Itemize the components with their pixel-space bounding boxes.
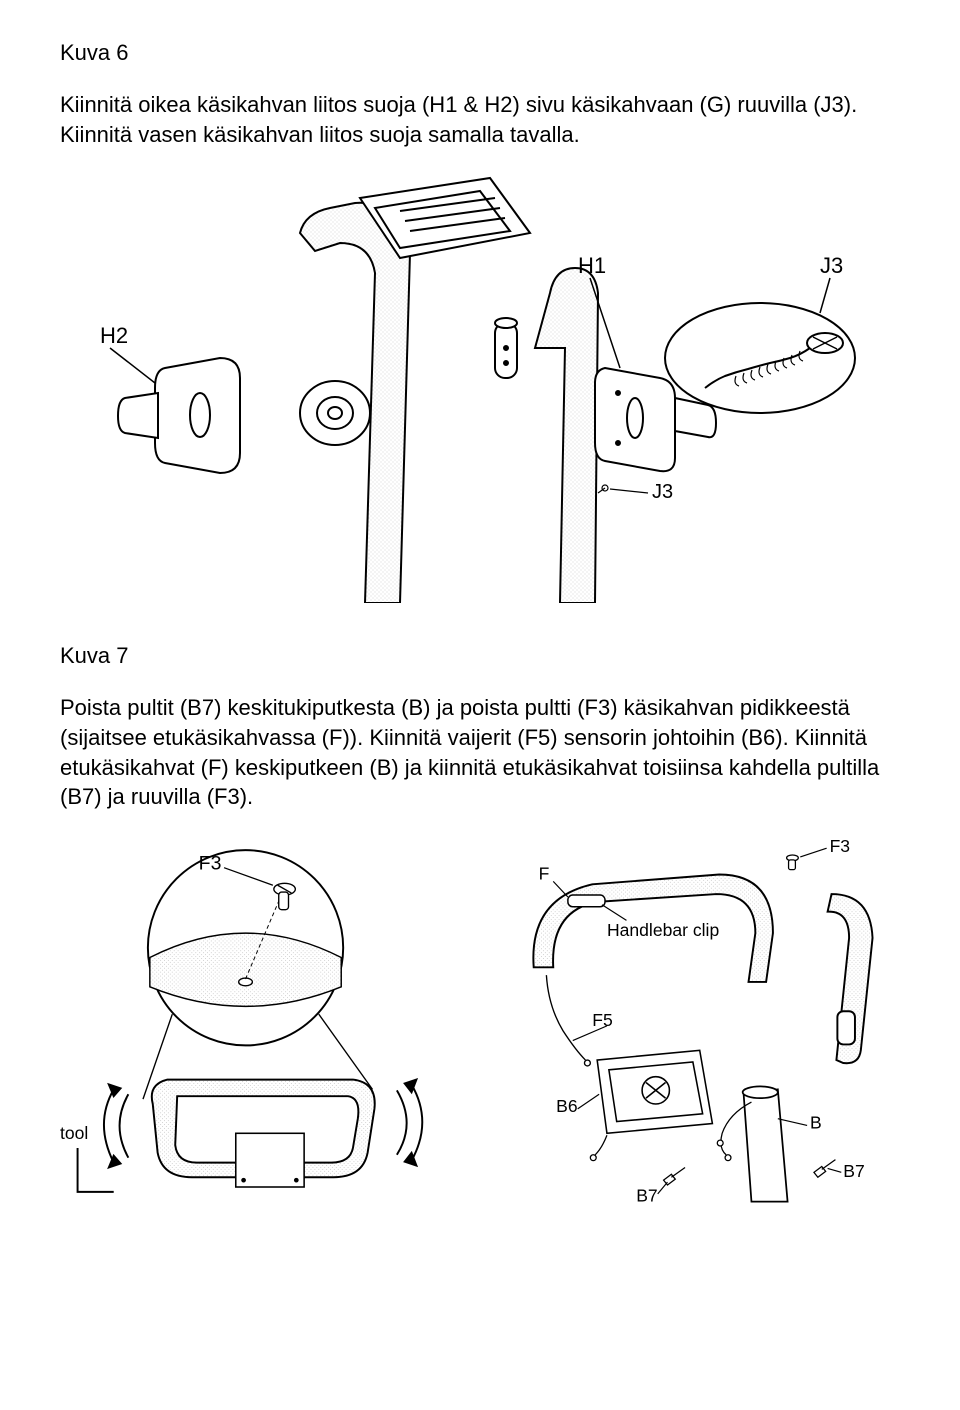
diagram-kuva6: H2 H1 J3: [60, 173, 900, 603]
diagram-kuva7: F3 tool: [60, 836, 900, 1206]
label-b7-right: B7: [843, 1161, 864, 1181]
label-f3-right: F3: [830, 836, 851, 856]
label-handlebar-clip: Handlebar clip: [607, 920, 720, 940]
label-j3-small: J3: [652, 481, 673, 503]
label-b7-left: B7: [636, 1186, 657, 1206]
paragraph-kuva7: Poista pultit (B7) keskitukiputkesta (B)…: [60, 693, 900, 812]
heading-kuva7: Kuva 7: [60, 643, 900, 669]
heading-kuva6: Kuva 6: [60, 40, 900, 66]
label-h1: H1: [578, 253, 606, 278]
label-b: B: [810, 1113, 822, 1133]
label-b6: B6: [556, 1096, 577, 1116]
label-h2: H2: [100, 323, 128, 348]
label-f5: F5: [592, 1010, 613, 1030]
label-j3-big: J3: [820, 253, 843, 278]
label-f: F: [539, 864, 550, 884]
label-f3-left: F3: [199, 853, 222, 875]
paragraph-kuva6: Kiinnitä oikea käsikahvan liitos suoja (…: [60, 90, 900, 149]
label-tool: tool: [60, 1123, 88, 1143]
